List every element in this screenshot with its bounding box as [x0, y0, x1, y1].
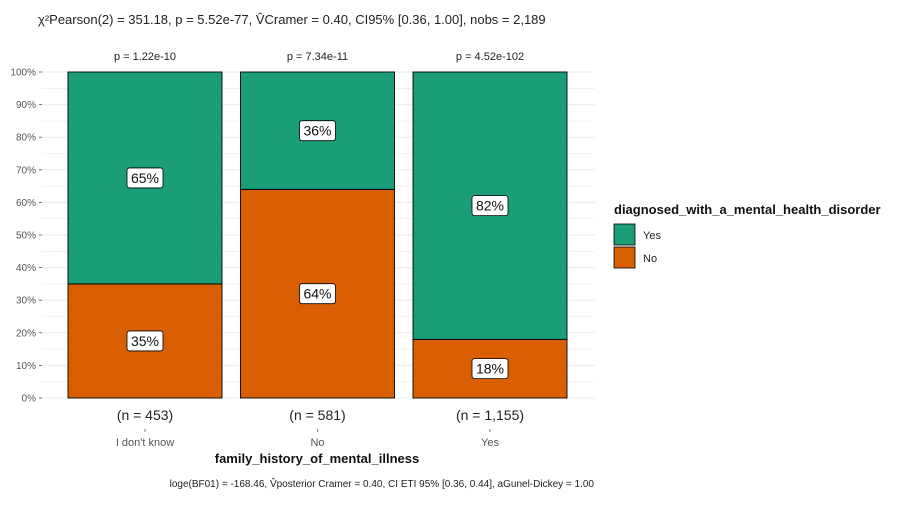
y-tick-label: 70%: [16, 165, 36, 176]
x-axis: (n = 453) I don't know (n = 581) No (n = 1,1…: [116, 407, 524, 449]
data-label: 82%: [476, 198, 504, 214]
data-label-box: [299, 283, 336, 305]
legend-label: Yes: [643, 230, 661, 242]
data-label: 64%: [303, 286, 331, 302]
y-tick-label: 30%: [16, 296, 36, 307]
n-label: (n = 1,155): [456, 407, 524, 423]
data-label-box: [471, 358, 509, 380]
data-label: 65%: [131, 170, 159, 186]
data-label-box: [471, 195, 509, 217]
y-tick-label: 50%: [16, 231, 36, 242]
y-tick-label: 0%: [22, 394, 37, 405]
legend-label: No: [643, 253, 657, 265]
data-label-box: [126, 167, 164, 189]
chart-caption: loge(BF01) = -168.46, V̂posterior Cramer…: [170, 476, 595, 490]
y-tick-label: 80%: [16, 133, 36, 144]
legend: diagnosed_with_a_mental_health_disorder …: [613, 202, 881, 269]
y-tick-label: 40%: [16, 263, 36, 274]
n-label: (n = 581): [289, 407, 345, 423]
y-tick-label: 100%: [10, 68, 36, 79]
y-tick-label: 60%: [16, 198, 36, 209]
p-value-label: p = 4.52e-102: [456, 51, 524, 63]
legend-title: diagnosed_with_a_mental_health_disorder: [614, 202, 881, 217]
y-tick-label: 90%: [16, 100, 36, 111]
y-axis: 0% 10% 20% 30% 40% 50% 60% 70% 80% 90% 100%: [10, 68, 42, 405]
data-label: 36%: [303, 123, 331, 139]
legend-swatch: [613, 246, 636, 269]
y-tick-label: 20%: [16, 328, 36, 339]
bars: 35% 65% p = 1.22e-10 64% 36% p = 7.34e-11 18% 8…: [67, 51, 568, 399]
n-label: (n = 453): [117, 407, 173, 423]
y-tick-label: 10%: [16, 361, 36, 372]
x-tick-label: I don't know: [116, 437, 174, 449]
p-value-label: p = 1.22e-10: [114, 51, 176, 63]
x-tick-label: Yes: [481, 437, 499, 449]
data-label: 35%: [131, 333, 159, 349]
data-label-box: [126, 330, 164, 352]
x-tick-label: No: [310, 437, 324, 449]
x-axis-title: family_history_of_mental_illness: [215, 451, 419, 466]
legend-swatch: [613, 223, 636, 246]
p-value-label: p = 7.34e-11: [287, 51, 348, 63]
data-label-box: [299, 120, 336, 142]
data-label: 18%: [476, 361, 504, 377]
chart-subtitle: χ²Pearson(2) = 351.18, p = 5.52e-77, V̂C…: [38, 12, 546, 27]
